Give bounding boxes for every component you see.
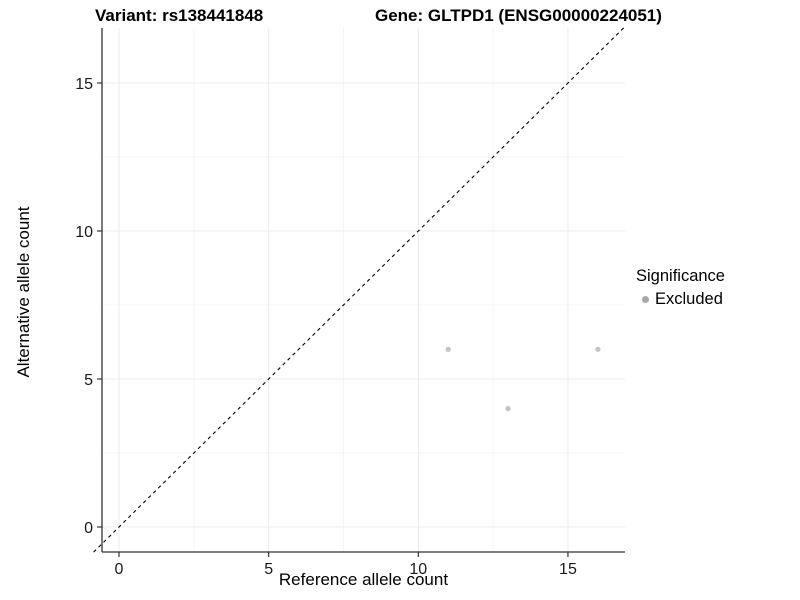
data-point xyxy=(445,346,451,352)
excluded-point-icon xyxy=(642,296,649,303)
data-point xyxy=(595,346,601,352)
legend-item-label: Excluded xyxy=(655,290,723,308)
data-point xyxy=(505,406,511,412)
y-tick-label: 15 xyxy=(75,76,93,93)
x-tick-label: 5 xyxy=(264,561,273,578)
legend-title: Significance xyxy=(636,267,725,285)
y-axis-title: Alternative allele count xyxy=(14,206,33,378)
variant-title: Variant: rs138441848 xyxy=(95,6,264,25)
gene-title: Gene: GLTPD1 (ENSG00000224051) xyxy=(375,6,662,25)
x-tick-label: 10 xyxy=(409,561,427,578)
legend-item-excluded: Excluded xyxy=(636,290,725,309)
y-tick-label: 5 xyxy=(84,372,93,389)
y-tick-label: 0 xyxy=(84,520,93,537)
x-axis-title: Reference allele count xyxy=(278,570,449,589)
identity-dashed-line xyxy=(93,26,626,553)
y-tick-label: 10 xyxy=(75,224,93,241)
legend: Significance Excluded xyxy=(636,266,725,309)
x-tick-label: 0 xyxy=(115,561,124,578)
x-tick-label: 15 xyxy=(559,561,577,578)
